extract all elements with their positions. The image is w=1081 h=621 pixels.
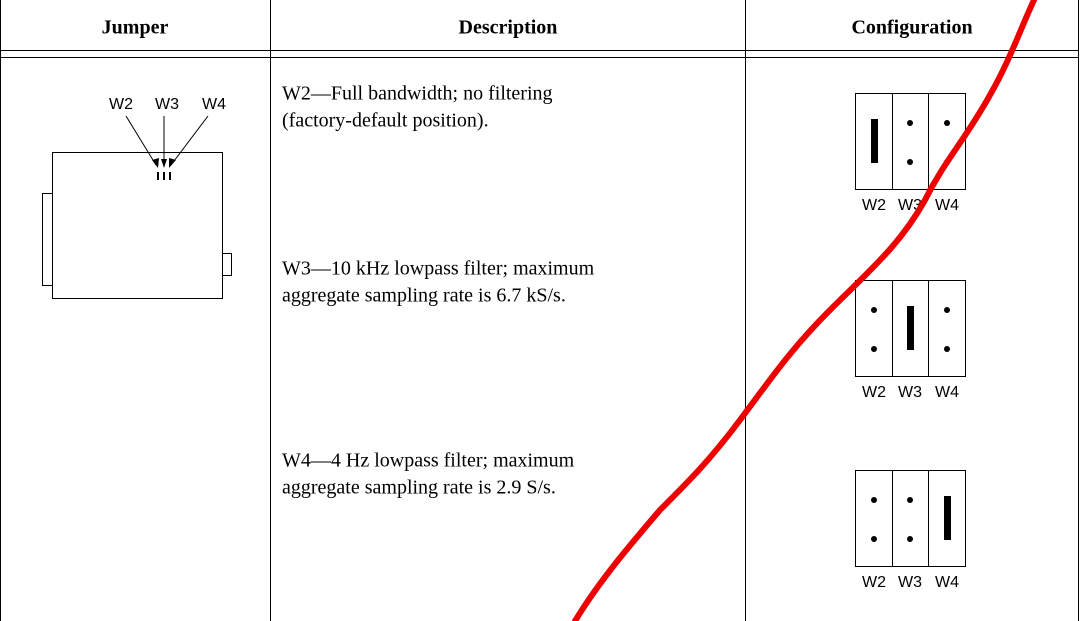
description-line: aggregate sampling rate is 6.7 kS/s. [282, 285, 566, 307]
pin [944, 307, 950, 313]
column-header: Configuration [851, 17, 972, 39]
jumper-shunt [871, 119, 878, 163]
description-line: W2—Full bandwidth; no filtering [282, 83, 553, 105]
pin [871, 497, 877, 503]
jumper-shunt [907, 306, 914, 350]
jumper-label: W2 [109, 96, 133, 113]
config-label: W2 [862, 574, 886, 591]
column-header: Description [459, 17, 558, 39]
board [53, 153, 223, 299]
config-label: W3 [898, 574, 922, 591]
pin [944, 120, 950, 126]
description-line: aggregate sampling rate is 2.9 S/s. [282, 477, 556, 499]
board-diagram [43, 116, 232, 299]
pin [907, 536, 913, 542]
pin [871, 346, 877, 352]
jumper-config: W2 W3 W4 [856, 280, 966, 401]
page: {"table": { "headers": ["Jumper", "Descr… [0, 0, 1081, 621]
jumper-label: W3 [155, 96, 179, 113]
jumper-pin [169, 172, 171, 180]
pin [871, 536, 877, 542]
board-tab [223, 254, 232, 276]
board-tab [43, 194, 53, 286]
pin [944, 346, 950, 352]
jumper-table: Jumper Description Configuration W2 W3 W4 W2—… [0, 0, 1081, 621]
config-label: W4 [935, 574, 959, 591]
description-line: (factory-default position). [282, 110, 489, 132]
description-line: W4—4 Hz lowpass filter; maximum [282, 450, 575, 472]
config-label: W2 [862, 197, 886, 214]
jumper-label: W4 [202, 96, 226, 113]
description-line: W3—10 kHz lowpass filter; maximum [282, 258, 595, 280]
pin [907, 159, 913, 165]
pin [871, 307, 877, 313]
jumper-pin [157, 172, 159, 180]
config-label: W3 [898, 384, 922, 401]
config-label: W4 [935, 384, 959, 401]
pin [907, 497, 913, 503]
config-label: W4 [935, 197, 959, 214]
config-label: W2 [862, 384, 886, 401]
pin [907, 120, 913, 126]
column-header: Jumper [102, 17, 169, 39]
jumper-pin [163, 172, 165, 180]
jumper-shunt [944, 496, 951, 540]
jumper-config: W2 W3 W4 [856, 470, 966, 591]
